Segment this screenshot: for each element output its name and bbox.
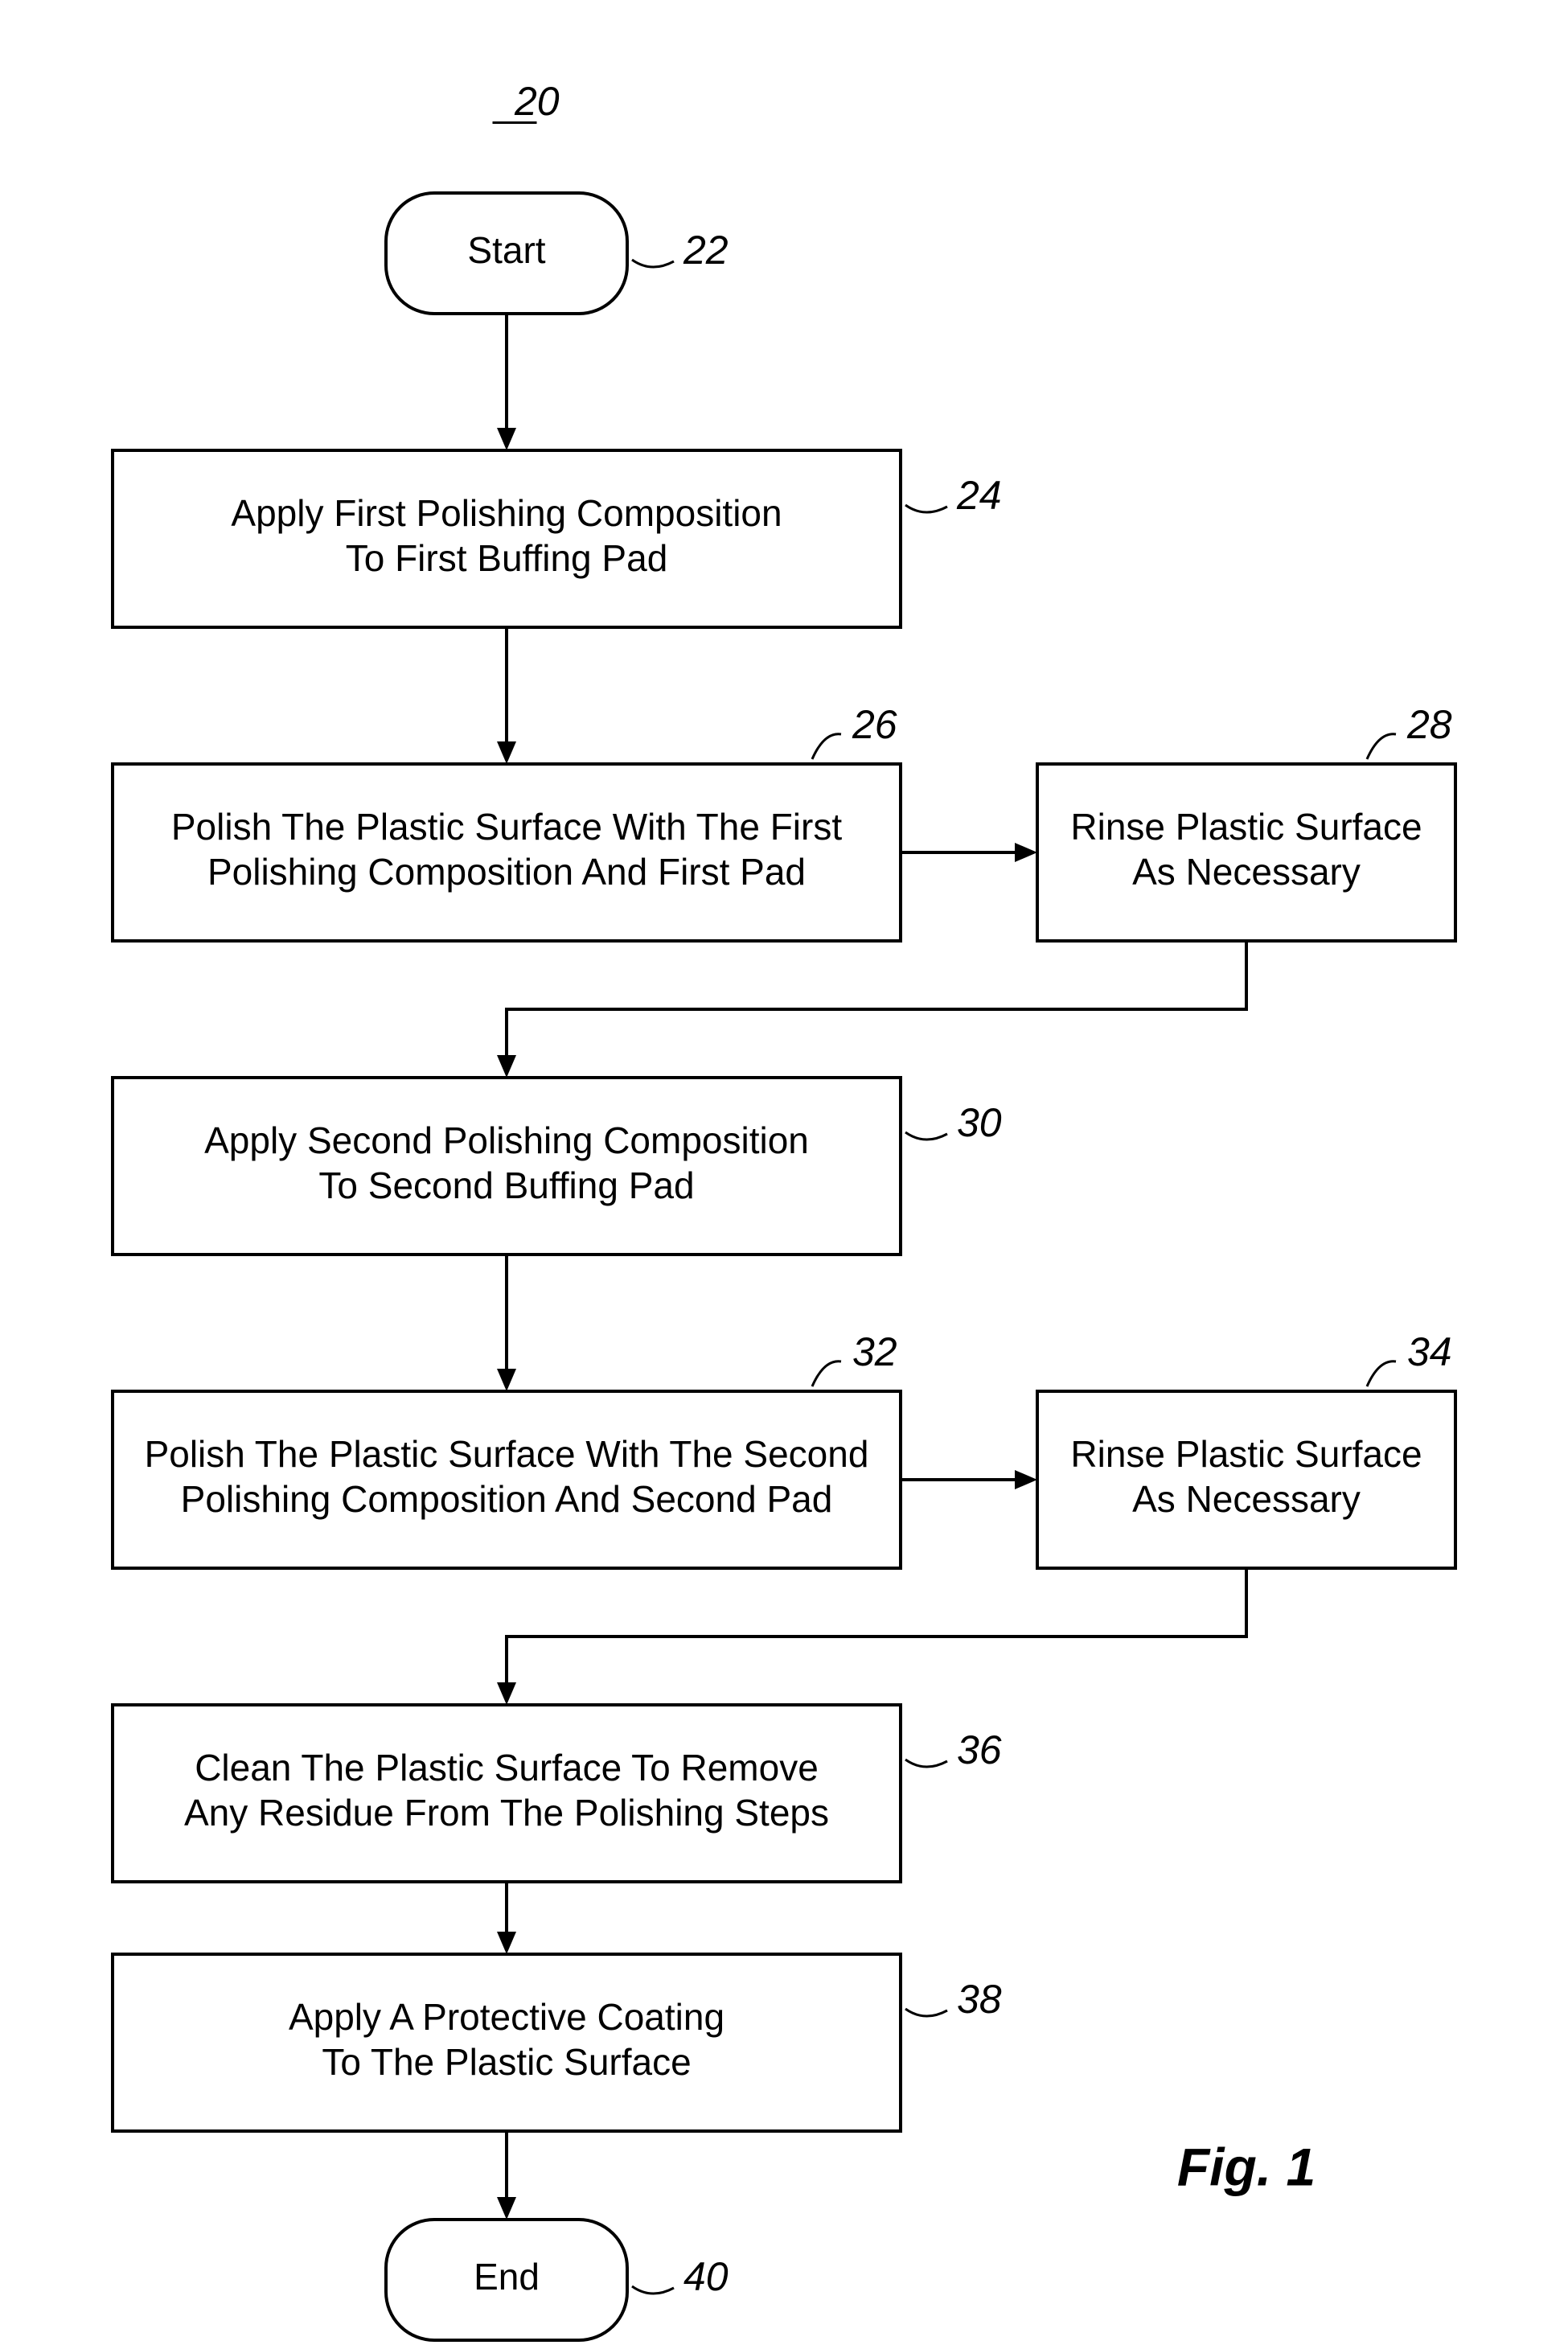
flow-node-label: As Necessary bbox=[1132, 851, 1361, 893]
figure-caption: Fig. 1 bbox=[1177, 2137, 1316, 2196]
flow-node-ref: 30 bbox=[957, 1100, 1002, 1145]
flow-node-label: As Necessary bbox=[1132, 1478, 1361, 1520]
flow-node-ref: 22 bbox=[683, 228, 729, 273]
flow-node-label: To First Buffing Pad bbox=[346, 537, 668, 579]
flow-node-label: Rinse Plastic Surface bbox=[1070, 806, 1422, 848]
flow-node-label: Apply A Protective Coating bbox=[289, 1996, 724, 2038]
flow-node-ref: 36 bbox=[957, 1727, 1002, 1772]
flow-node-label: Apply First Polishing Composition bbox=[231, 492, 782, 534]
flow-node-ref: 28 bbox=[1406, 702, 1452, 747]
flow-node-label: Start bbox=[467, 229, 545, 271]
flow-node-label: Apply Second Polishing Composition bbox=[204, 1119, 809, 1161]
flowchart-figure: Start 22 Apply First Polishing Composition… bbox=[0, 0, 1568, 2345]
flow-node-ref: 26 bbox=[852, 702, 897, 747]
flow-node-ref: 32 bbox=[852, 1329, 897, 1374]
flow-node-ref: 38 bbox=[957, 1977, 1002, 2022]
flow-node-ref: 40 bbox=[683, 2254, 729, 2299]
flow-node-label: Polish The Plastic Surface With The Seco… bbox=[145, 1433, 869, 1475]
figure-number: 20 bbox=[514, 79, 560, 124]
flow-node-n24: Apply First Polishing CompositionTo Firs… bbox=[113, 450, 1002, 627]
flow-node-label: Rinse Plastic Surface bbox=[1070, 1433, 1422, 1475]
flow-node-label: End bbox=[474, 2256, 540, 2298]
flow-node-n38: Apply A Protective CoatingTo The Plastic… bbox=[113, 1954, 1002, 2131]
flow-node-ref: 34 bbox=[1407, 1329, 1452, 1374]
flow-node-n36: Clean The Plastic Surface To RemoveAny R… bbox=[113, 1705, 1002, 1882]
flow-node-label: Any Residue From The Polishing Steps bbox=[184, 1792, 829, 1834]
flow-node-label: Clean The Plastic Surface To Remove bbox=[195, 1747, 819, 1789]
flow-node-ref: 24 bbox=[956, 473, 1002, 518]
flow-node-n30: Apply Second Polishing CompositionTo Sec… bbox=[113, 1078, 1002, 1255]
flow-node-label: To The Plastic Surface bbox=[322, 2041, 691, 2083]
flow-node-label: Polishing Composition And Second Pad bbox=[181, 1478, 833, 1520]
flow-node-label: To Second Buffing Pad bbox=[318, 1164, 694, 1206]
flow-node-label: Polish The Plastic Surface With The Firs… bbox=[171, 806, 842, 848]
flow-node-label: Polishing Composition And First Pad bbox=[207, 851, 806, 893]
